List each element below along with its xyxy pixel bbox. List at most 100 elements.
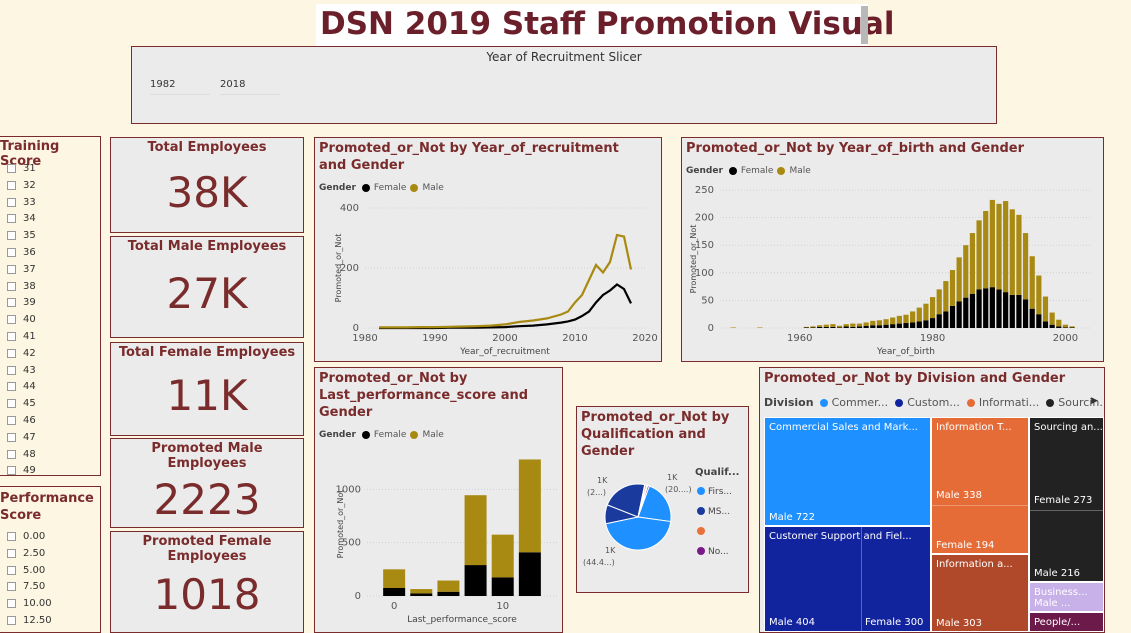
bar-male [1029, 256, 1035, 309]
slicer-option[interactable]: 31 [7, 163, 36, 174]
slicer-option[interactable]: 45 [7, 398, 36, 409]
checkbox-icon[interactable] [7, 599, 16, 609]
bar-male [943, 281, 949, 312]
bar-male [757, 327, 763, 328]
treemap-group[interactable]: Information T... Male 338 Female 194 [931, 417, 1029, 554]
bar-female [817, 326, 823, 328]
checkbox-icon[interactable] [7, 281, 16, 291]
bar-female [916, 321, 922, 328]
treemap-group[interactable]: Commercial Sales and Mark... Male 722 [764, 417, 931, 526]
slicer-option-label: 44 [23, 381, 36, 393]
checkbox-icon[interactable] [7, 197, 16, 207]
kpi-value: 2223 [153, 475, 261, 524]
bar-male [989, 199, 995, 288]
slicer-option[interactable]: 44 [7, 381, 36, 392]
checkbox-icon[interactable] [7, 399, 16, 409]
slicer-option-label: 37 [23, 263, 36, 275]
checkbox-icon[interactable] [7, 565, 16, 575]
legend-division-label: Sourcin... [1058, 396, 1105, 409]
treemap-area: Commercial Sales and Mark... Male 722 Cust… [764, 417, 1104, 632]
slicer-option-label: 46 [23, 415, 36, 426]
slicer-option[interactable]: 37 [7, 264, 36, 275]
slicer-option[interactable]: 43 [7, 365, 36, 376]
slicer-option[interactable]: 32 [7, 180, 36, 191]
slicer-option[interactable]: 42 [7, 348, 36, 359]
checkbox-icon[interactable] [7, 365, 16, 375]
recruitment-slicer[interactable]: Year of Recruitment Slicer 1982 2018 [131, 46, 997, 124]
kpi-value: 1018 [153, 570, 261, 619]
bar-female [843, 326, 849, 328]
slicer-option[interactable]: 2.50 [7, 548, 45, 559]
bar-female [491, 577, 514, 596]
slicer-option[interactable]: 46 [7, 415, 36, 426]
slicer-option[interactable]: 7.50 [7, 581, 45, 592]
y-axis-label: Promoted_or_Not [334, 234, 343, 303]
title-scrollbar[interactable] [861, 6, 868, 44]
checkbox-icon[interactable] [7, 449, 16, 459]
training-score-title: Training Score [0, 139, 60, 169]
kpi-title: Promoted Female Employees [142, 534, 272, 564]
slicer-option[interactable]: 10.00 [7, 598, 52, 609]
legend-next-icon[interactable]: ▶ [1091, 396, 1098, 406]
slicer-option[interactable]: 35 [7, 230, 36, 241]
checkbox-icon[interactable] [7, 264, 16, 274]
bar-male [817, 325, 823, 327]
checkbox-icon[interactable] [7, 532, 16, 541]
checkbox-icon[interactable] [7, 466, 16, 475]
checkbox-icon[interactable] [7, 548, 16, 558]
slicer-option[interactable]: 33 [7, 197, 36, 208]
y-tick-label: 0 [355, 591, 361, 602]
checkbox-icon[interactable] [7, 315, 16, 325]
checkbox-icon[interactable] [7, 231, 16, 241]
checkbox-icon[interactable] [7, 582, 16, 592]
slicer-option[interactable]: 38 [7, 281, 36, 292]
slicer-end-input[interactable]: 2018 [220, 79, 280, 95]
legend-female-icon [361, 431, 370, 439]
checkbox-icon[interactable] [7, 348, 16, 358]
checkbox-icon[interactable] [7, 180, 16, 190]
slicer-option[interactable]: 49 [7, 465, 36, 475]
checkbox-icon[interactable] [7, 214, 16, 224]
checkbox-icon[interactable] [7, 416, 16, 425]
chart-division: Promoted_or_Not by Division and Gender D… [759, 367, 1105, 633]
y-axis-label: Promoted_or_Not [336, 490, 345, 559]
legend-division-label: Commer... [831, 396, 889, 409]
slicer-option[interactable]: 39 [7, 297, 36, 308]
slicer-option[interactable]: 5.00 [7, 565, 45, 576]
bar-male [410, 589, 433, 594]
checkbox-icon[interactable] [7, 332, 16, 341]
checkbox-icon[interactable] [7, 432, 16, 442]
slicer-option[interactable]: 12.50 [7, 615, 52, 626]
bar-male [903, 314, 909, 324]
slicer-option[interactable]: 48 [7, 449, 36, 460]
treemap-group[interactable]: Sourcing an... Female 273 Male 216 [1029, 417, 1104, 582]
slicer-option-label: 45 [23, 398, 36, 410]
slicer-option[interactable]: 40 [7, 314, 36, 325]
checkbox-icon[interactable] [7, 616, 16, 625]
slicer-start-input[interactable]: 1982 [150, 79, 210, 95]
slicer-option[interactable]: 0.00 [7, 531, 45, 542]
checkbox-icon[interactable] [7, 248, 16, 257]
bar-female [1049, 324, 1055, 328]
slicer-option[interactable]: 47 [7, 432, 36, 443]
bar-male [929, 297, 936, 319]
treemap-group[interactable]: Business... Male ... [1029, 582, 1104, 612]
slicer-option-label: 47 [23, 431, 36, 443]
treemap-group[interactable]: People/... [1029, 612, 1104, 632]
treemap-cell-label: Female 300 [865, 617, 924, 628]
kpi-title: Total Female Employees [118, 345, 296, 360]
x-tick-label: 2020 [632, 333, 657, 344]
checkbox-icon[interactable] [7, 298, 16, 308]
x-tick-label: 1990 [422, 333, 447, 344]
checkbox-icon[interactable] [7, 382, 16, 392]
slicer-option-label: 5.00 [23, 564, 46, 576]
checkbox-icon[interactable] [7, 164, 16, 173]
slicer-option[interactable]: 41 [7, 331, 36, 342]
slicer-option[interactable]: 34 [7, 213, 36, 224]
legend-title: Gender [319, 430, 356, 440]
bar-male [1009, 209, 1015, 295]
slicer-option[interactable]: 36 [7, 247, 36, 258]
treemap-group[interactable]: Information a... Male 303 [931, 554, 1029, 632]
treemap-group[interactable]: Customer Support and Fiel... Male 404 Fema… [764, 526, 931, 632]
y-tick-label: 100 [695, 268, 714, 279]
